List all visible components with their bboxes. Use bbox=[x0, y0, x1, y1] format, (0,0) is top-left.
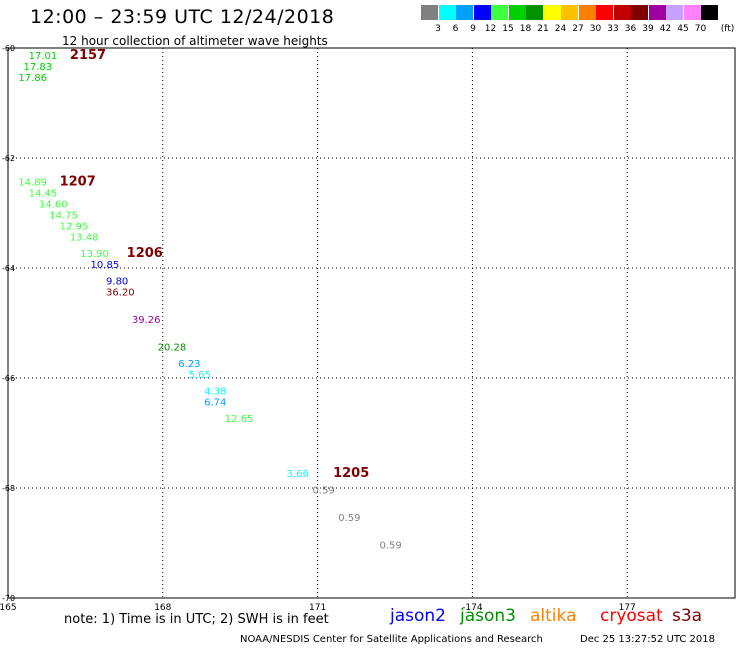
longitude-tick-label: 171 bbox=[309, 603, 326, 613]
wave-height-value: 0.59 bbox=[312, 486, 334, 497]
color-swatch bbox=[473, 5, 491, 20]
color-scale-label: 33 bbox=[607, 24, 619, 34]
longitude-tick-label: 177 bbox=[619, 603, 636, 613]
latitude-tick-label: -62 bbox=[2, 154, 15, 163]
wave-height-value: 9.80 bbox=[106, 277, 128, 288]
map-frame bbox=[7, 47, 736, 599]
wave-height-value: 36.20 bbox=[106, 288, 135, 299]
color-scale-label: 18 bbox=[519, 24, 532, 34]
page-title: 12:00 – 23:59 UTC 12/24/2018 bbox=[30, 6, 335, 28]
color-swatch bbox=[456, 5, 473, 20]
color-swatch bbox=[701, 5, 718, 20]
color-swatch bbox=[543, 5, 561, 20]
wave-height-value: 0.59 bbox=[338, 513, 360, 524]
color-swatch bbox=[683, 5, 701, 20]
wave-height-value: 13.48 bbox=[70, 233, 99, 244]
color-scale-label: 30 bbox=[589, 24, 602, 34]
satellite-s3a: s3a bbox=[672, 606, 703, 626]
color-scale-label: 45 bbox=[677, 24, 689, 34]
color-swatch bbox=[666, 5, 683, 20]
page-subtitle: 12 hour collection of altimeter wave hei… bbox=[62, 34, 328, 48]
color-scale-label: 70 bbox=[694, 24, 707, 34]
wave-height-value: 10.85 bbox=[91, 260, 120, 271]
wave-height-value: 17.83 bbox=[23, 62, 52, 73]
wave-height-value: 17.01 bbox=[29, 51, 58, 62]
wave-height-value: 14.75 bbox=[49, 211, 78, 222]
wave-height-value: 13.90 bbox=[80, 249, 109, 260]
wave-height-value: 6.74 bbox=[204, 398, 226, 409]
color-swatch bbox=[491, 5, 508, 20]
color-swatch bbox=[508, 5, 526, 20]
wave-height-value: 12.65 bbox=[225, 414, 254, 425]
latitude-tick-label: -68 bbox=[2, 484, 15, 493]
wave-height-value: 39.26 bbox=[132, 315, 161, 326]
color-scale-label: 39 bbox=[642, 24, 654, 34]
color-scale-label: 24 bbox=[554, 24, 567, 34]
satellite-cryosat: cryosat bbox=[600, 606, 663, 626]
wave-height-value: 14.60 bbox=[39, 200, 68, 211]
color-swatch bbox=[526, 5, 543, 20]
color-swatch bbox=[648, 5, 666, 20]
pass-time-label: 1205 bbox=[333, 466, 369, 481]
color-scale-label: 42 bbox=[659, 24, 672, 34]
satellite-jason2: jason2 bbox=[390, 606, 446, 626]
wave-height-value: 20.28 bbox=[158, 343, 187, 354]
credit-line: NOAA/NESDIS Center for Satellite Applica… bbox=[240, 634, 543, 645]
satellite-jason3: jason3 bbox=[460, 606, 516, 626]
pass-time-label: 1207 bbox=[60, 175, 96, 190]
color-scale-label: 21 bbox=[537, 24, 549, 34]
longitude-tick-label: -174 bbox=[462, 603, 483, 613]
wave-height-value: 6.23 bbox=[178, 359, 200, 370]
wave-height-value: 12.95 bbox=[60, 222, 89, 233]
longitude-tick-label: 165 bbox=[0, 603, 17, 613]
latitude-tick-label: -70 bbox=[2, 594, 15, 603]
generation-timestamp: Dec 25 13:27:52 UTC 2018 bbox=[580, 634, 715, 645]
color-swatch bbox=[438, 5, 456, 20]
color-scale-label: 15 bbox=[502, 24, 514, 34]
color-scale-label: 36 bbox=[624, 24, 637, 34]
color-scale-label: 3 bbox=[435, 24, 441, 34]
color-scale-label: 9 bbox=[470, 24, 476, 34]
wave-height-value: 3.66 bbox=[287, 469, 309, 480]
wave-height-value: 5.65 bbox=[189, 370, 211, 381]
color-swatch bbox=[631, 5, 648, 20]
footer-note: note: 1) Time is in UTC; 2) SWH is in fe… bbox=[64, 612, 329, 627]
color-scale-label: 6 bbox=[452, 24, 459, 34]
color-swatch bbox=[421, 5, 438, 20]
pass-time-label: 1206 bbox=[127, 246, 163, 261]
latitude-tick-label: -64 bbox=[2, 264, 15, 273]
wave-height-value: 14.45 bbox=[29, 189, 58, 200]
wave-height-value: 17.86 bbox=[18, 73, 47, 84]
color-swatch bbox=[596, 5, 613, 20]
color-scale-unit: (ft) bbox=[720, 24, 735, 34]
wave-height-value: 0.59 bbox=[380, 541, 402, 552]
color-scale-label: 27 bbox=[572, 24, 584, 34]
latitude-tick-label: -60 bbox=[2, 44, 15, 53]
color-swatch bbox=[561, 5, 578, 20]
longitude-tick-label: 168 bbox=[154, 603, 171, 613]
wave-height-value: 14.89 bbox=[18, 178, 47, 189]
satellite-altika: altika bbox=[530, 606, 577, 626]
color-swatch bbox=[578, 5, 596, 20]
latitude-tick-label: -66 bbox=[2, 374, 15, 383]
wave-height-value: 4.38 bbox=[204, 387, 226, 398]
color-swatch bbox=[613, 5, 631, 20]
pass-time-label: 2157 bbox=[70, 48, 106, 63]
color-scale-label: 12 bbox=[484, 24, 497, 34]
